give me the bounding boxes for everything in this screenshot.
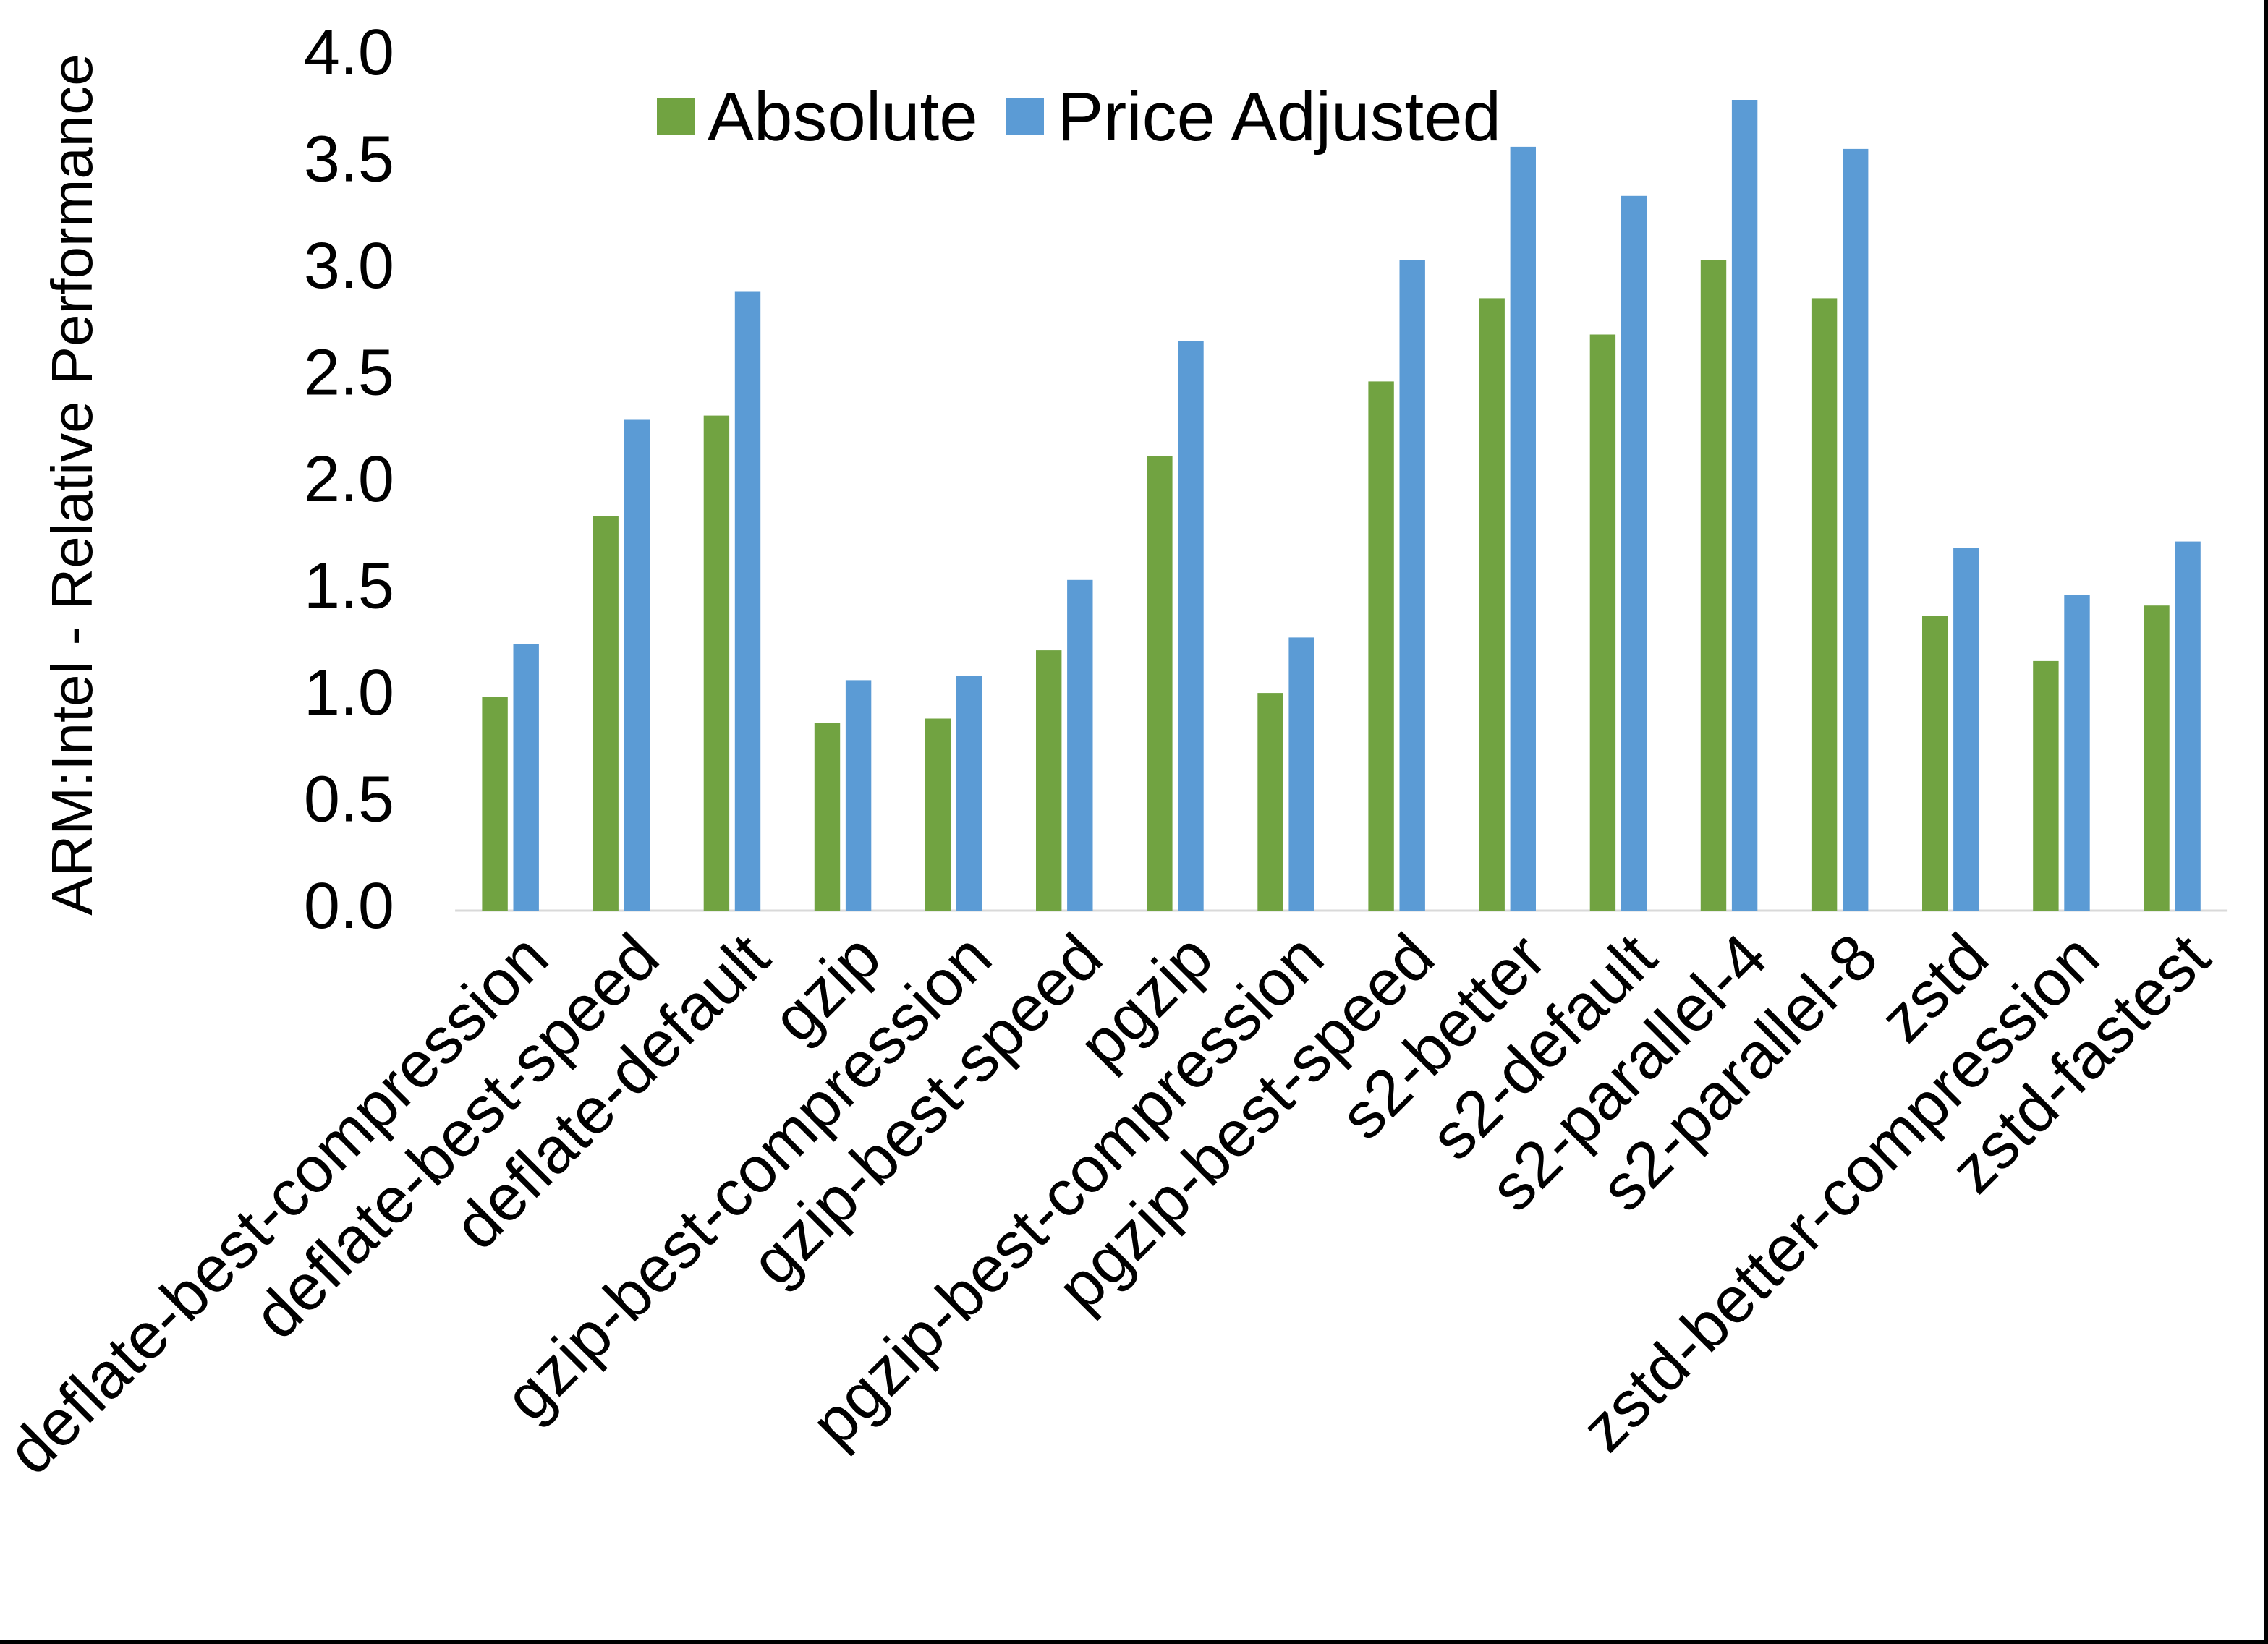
svg-text:1.5: 1.5 [304,550,394,622]
svg-text:2.5: 2.5 [304,336,394,409]
svg-text:1.0: 1.0 [304,657,394,729]
svg-text:0.5: 0.5 [304,763,394,835]
svg-text:3.5: 3.5 [304,123,394,195]
svg-text:2.0: 2.0 [304,443,394,516]
svg-text:0.0: 0.0 [304,870,394,942]
svg-text:4.0: 4.0 [304,17,394,89]
svg-text:3.0: 3.0 [304,230,394,302]
